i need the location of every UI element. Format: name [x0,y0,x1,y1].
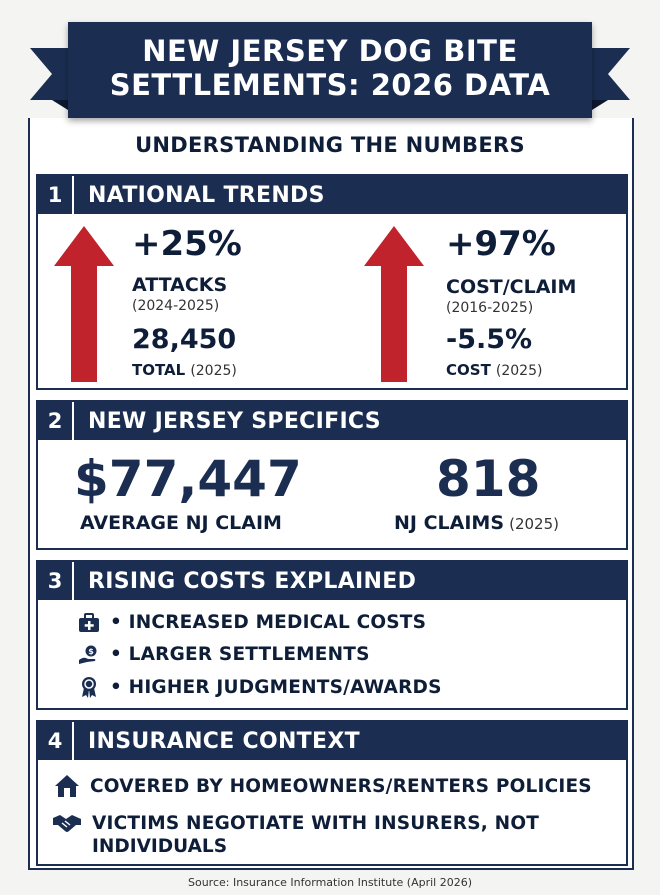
list-item-text: • LARGER SETTLEMENTS [110,644,370,665]
list-item: COVERED BY HOMEOWNERS/RENTERS POLICIES [54,774,592,798]
attacks-total: 28,450 [132,324,237,355]
nj-claims-caption: NJ CLAIMS (2025) [394,512,559,534]
section-nj-specifics: 2 NEW JERSEY SPECIFICS $77,447 AVERAGE N… [36,400,628,550]
section-national-trends: 1 NATIONAL TRENDS +25% ATTACKS (2024-202… [36,174,628,390]
attacks-label: ATTACKS [132,274,228,296]
up-arrow-icon [364,226,424,382]
title-line-1: NEW JERSEY DOG BITE [142,34,518,68]
cost-period: (2025) [495,363,543,379]
section-title: NEW JERSEY SPECIFICS [88,408,381,434]
title-line-2: SETTLEMENTS: 2026 DATA [109,68,551,102]
banner-ribbon-right [592,48,630,100]
award-ribbon-icon [82,677,96,698]
list-item-text: INDIVIDUALS [92,836,228,857]
list-item: $ • LARGER SETTLEMENTS [78,644,370,665]
title-banner: NEW JERSEY DOG BITE SETTLEMENTS: 2026 DA… [68,22,592,118]
banner-fold-right [592,100,608,110]
up-arrow-icon [54,226,114,382]
banner-ribbon-left [30,48,68,100]
section-number: 3 [38,562,74,600]
banner-fold-left [52,100,68,110]
cost-claim-label: COST/CLAIM [446,276,577,298]
cost-label: COST [446,361,491,379]
cost-claim-percent: +97% [446,224,556,264]
section-title: RISING COSTS EXPLAINED [88,568,417,594]
list-item-text: • INCREASED MEDICAL COSTS [110,612,427,633]
total-period: (2025) [190,363,237,379]
source-credit: Source: Insurance Information Institute … [187,876,472,889]
subtitle: UNDERSTANDING THE NUMBERS [135,133,525,157]
section-number: 1 [38,176,74,214]
section-rising-costs: 3 RISING COSTS EXPLAINED • INCREASED MED… [36,560,628,710]
medical-kit-icon [79,612,99,632]
handshake-icon [53,815,81,832]
section-header: 2 NEW JERSEY SPECIFICS [38,402,626,440]
section-number: 2 [38,402,74,440]
section-header: 1 NATIONAL TRENDS [38,176,626,214]
list-item: • INCREASED MEDICAL COSTS [78,612,426,633]
section-number: 4 [38,722,74,760]
section-header: 4 INSURANCE CONTEXT [38,722,626,760]
nj-claims-period: (2025) [509,515,559,533]
attacks-period: (2024-2025) [132,298,220,314]
section-header: 3 RISING COSTS EXPLAINED [38,562,626,600]
cost-change: -5.5% [446,324,533,355]
total-label: TOTAL [132,361,186,379]
section-insurance-context: 4 INSURANCE CONTEXT COVERED BY HOMEOWNER… [36,720,628,866]
house-icon [55,775,79,797]
cost-change-caption: COST (2025) [446,360,542,379]
nj-claims-label: NJ CLAIMS [394,512,505,534]
money-hand-icon: $ [79,645,97,664]
list-item-text: • HIGHER JUDGMENTS/AWARDS [110,676,442,698]
list-item-text: COVERED BY HOMEOWNERS/RENTERS POLICIES [90,775,592,797]
list-item-text: VICTIMS NEGOTIATE WITH INSURERS, NOT [92,812,540,834]
section-title: NATIONAL TRENDS [88,182,325,208]
attacks-percent: +25% [132,224,242,264]
cost-claim-period: (2016-2025) [446,300,534,316]
nj-claims-value: 818 [436,450,541,508]
average-claim-value: $77,447 [74,450,302,508]
list-item: VICTIMS NEGOTIATE WITH INSURERS, NOT [52,812,539,834]
section-title: INSURANCE CONTEXT [88,728,360,754]
svg-text:$: $ [88,647,94,656]
list-item-continuation: INDIVIDUALS [92,836,227,857]
attacks-total-caption: TOTAL (2025) [132,360,237,379]
average-claim-label: AVERAGE NJ CLAIM [80,512,282,534]
list-item: • HIGHER JUDGMENTS/AWARDS [78,676,442,698]
